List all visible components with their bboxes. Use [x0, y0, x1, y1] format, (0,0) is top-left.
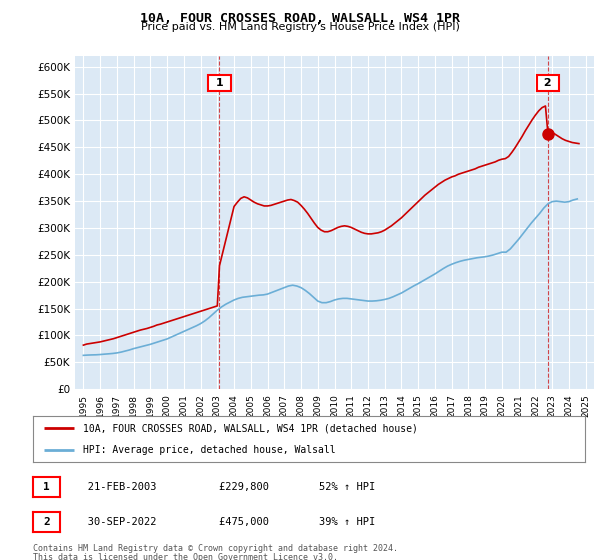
- Text: 10A, FOUR CROSSES ROAD, WALSALL, WS4 1PR (detached house): 10A, FOUR CROSSES ROAD, WALSALL, WS4 1PR…: [83, 423, 418, 433]
- Text: 2: 2: [43, 517, 50, 527]
- Text: 30-SEP-2022          £475,000        39% ↑ HPI: 30-SEP-2022 £475,000 39% ↑ HPI: [69, 517, 375, 527]
- Text: HPI: Average price, detached house, Walsall: HPI: Average price, detached house, Wals…: [83, 445, 335, 455]
- Text: 21-FEB-2003          £229,800        52% ↑ HPI: 21-FEB-2003 £229,800 52% ↑ HPI: [69, 482, 375, 492]
- Text: 1: 1: [212, 78, 227, 88]
- Text: 1: 1: [43, 482, 50, 492]
- Text: 2: 2: [540, 78, 556, 88]
- Text: 10A, FOUR CROSSES ROAD, WALSALL, WS4 1PR: 10A, FOUR CROSSES ROAD, WALSALL, WS4 1PR: [140, 12, 460, 25]
- Text: This data is licensed under the Open Government Licence v3.0.: This data is licensed under the Open Gov…: [33, 553, 338, 560]
- Text: Price paid vs. HM Land Registry's House Price Index (HPI): Price paid vs. HM Land Registry's House …: [140, 22, 460, 32]
- Text: Contains HM Land Registry data © Crown copyright and database right 2024.: Contains HM Land Registry data © Crown c…: [33, 544, 398, 553]
